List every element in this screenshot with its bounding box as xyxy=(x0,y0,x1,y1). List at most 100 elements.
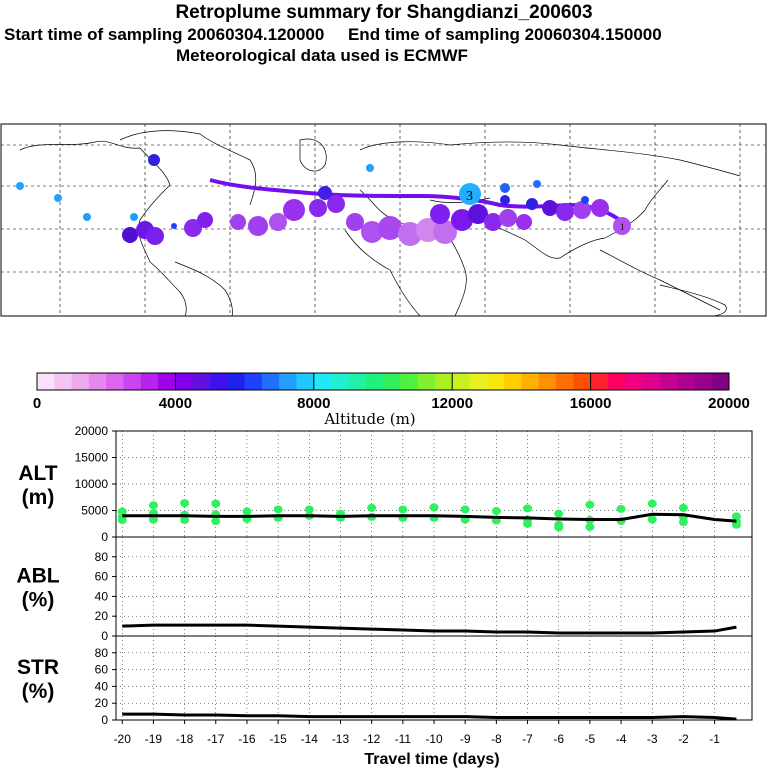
x-tick-label: -16 xyxy=(238,732,256,746)
x-tick-label: -18 xyxy=(176,732,194,746)
map-grid xyxy=(1,124,766,316)
alt-point xyxy=(148,515,158,524)
colorbar-swatch xyxy=(434,373,453,390)
colorbar-swatch xyxy=(469,373,488,390)
plume-point xyxy=(54,194,62,202)
alt-point xyxy=(616,504,626,513)
panel-abl: 80 60 40 20 0 ABL(%) xyxy=(16,536,753,643)
y-tick-label: 60 xyxy=(95,570,109,584)
alt-point xyxy=(211,517,221,526)
panel-ylabel: STR xyxy=(17,656,59,679)
plume-point xyxy=(283,199,305,221)
alt-point xyxy=(585,522,595,531)
alt-point xyxy=(731,520,741,529)
colorbar-swatch xyxy=(71,373,90,390)
plume-point xyxy=(542,200,558,216)
plume-point xyxy=(146,227,164,245)
alt-point xyxy=(460,505,470,514)
panel-ylabel: ABL xyxy=(16,565,59,588)
panel-ylabel: ALT xyxy=(18,462,57,485)
x-tick-label: -12 xyxy=(363,732,381,746)
x-tick-label: -20 xyxy=(114,732,132,746)
x-tick-label: -11 xyxy=(395,732,412,746)
x-tick-label: -6 xyxy=(553,732,564,746)
plume-point xyxy=(533,180,541,188)
colorbar-swatch xyxy=(642,373,661,390)
plume-point xyxy=(366,164,374,172)
colorbar-swatch xyxy=(521,373,540,390)
plume-point xyxy=(122,227,138,243)
colorbar-swatch xyxy=(694,373,713,390)
x-tick-label: -8 xyxy=(491,732,502,746)
colorbar-swatch xyxy=(244,373,263,390)
y-tick-label: 40 xyxy=(95,679,109,693)
colorbar-swatch xyxy=(659,373,678,390)
colorbar-swatch xyxy=(677,373,695,390)
plume-point xyxy=(318,186,332,200)
colorbar-swatch xyxy=(556,373,574,390)
colorbar-swatch xyxy=(279,373,297,390)
alt-point xyxy=(647,499,657,508)
time-series-panels: 20000150001000050000ALT(m)806040200ABL(%… xyxy=(16,424,753,768)
plume-point xyxy=(433,220,457,244)
map-label-day: 3 xyxy=(466,189,473,204)
x-axis-label: Travel time (days) xyxy=(364,751,499,768)
alt-point xyxy=(367,503,377,512)
colorbar-xlabel: Altitude (m) xyxy=(323,410,415,428)
alt-point xyxy=(180,516,190,525)
colorbar-swatch xyxy=(313,373,332,390)
colorbar-swatch xyxy=(365,373,384,390)
plume-point xyxy=(171,223,177,229)
plume-point xyxy=(148,154,160,166)
x-tick-label: -3 xyxy=(647,732,658,746)
colorbar-swatch xyxy=(348,373,367,390)
colorbar-tick-label: 4000 xyxy=(159,395,192,412)
x-tick-label: -10 xyxy=(425,732,443,746)
alt-point xyxy=(211,499,221,508)
x-tick-label: -1 xyxy=(709,732,720,746)
colorbar-swatch xyxy=(123,373,142,390)
plume-point xyxy=(591,199,609,217)
plume-point xyxy=(248,216,268,236)
alt-point xyxy=(242,507,252,516)
x-tick-label: -9 xyxy=(460,732,471,746)
colorbar-swatch xyxy=(452,373,470,390)
plume-track: 3 1 xyxy=(16,154,631,246)
colorbar-swatch xyxy=(296,373,315,390)
y-tick-label: 80 xyxy=(95,646,109,660)
end-time-label: End time of sampling 20060304.150000 xyxy=(347,25,662,44)
plume-point xyxy=(451,209,473,231)
x-tick-label: -17 xyxy=(207,732,225,746)
colorbar-tick-label: 12000 xyxy=(431,395,473,412)
x-tick-label: -14 xyxy=(301,732,319,746)
plume-point xyxy=(500,195,510,205)
alt-point xyxy=(180,499,190,508)
x-tick-label: -4 xyxy=(616,732,627,746)
colorbar-swatch xyxy=(486,373,505,390)
y-tick-label: 10000 xyxy=(75,477,109,491)
alt-point xyxy=(429,503,439,512)
alt-point xyxy=(117,516,127,525)
start-time-label: Start time of sampling 20060304.120000 xyxy=(4,25,325,44)
alt-point xyxy=(678,503,688,512)
y-tick-label: 80 xyxy=(95,550,109,564)
alt-point xyxy=(148,501,158,510)
colorbar-swatch xyxy=(158,373,176,390)
alt-point xyxy=(398,505,408,514)
colorbar-tick-label: 16000 xyxy=(570,395,612,412)
colorbar-swatch xyxy=(210,373,228,390)
plume-point xyxy=(398,222,422,246)
plume-point xyxy=(83,213,91,221)
abl-line xyxy=(122,623,737,635)
y-tick-label: 40 xyxy=(95,589,109,603)
plume-point xyxy=(184,219,202,237)
colorbar-tick-label: 8000 xyxy=(297,395,330,412)
plume-point xyxy=(556,203,574,221)
colorbar-swatch xyxy=(417,373,436,390)
y-tick-label: 60 xyxy=(95,663,109,677)
panel-ylabel-units: (%) xyxy=(22,680,55,703)
y-tick-label: 15000 xyxy=(75,451,109,465)
x-tick-label: -7 xyxy=(522,732,533,746)
colorbar-swatch xyxy=(261,373,280,390)
